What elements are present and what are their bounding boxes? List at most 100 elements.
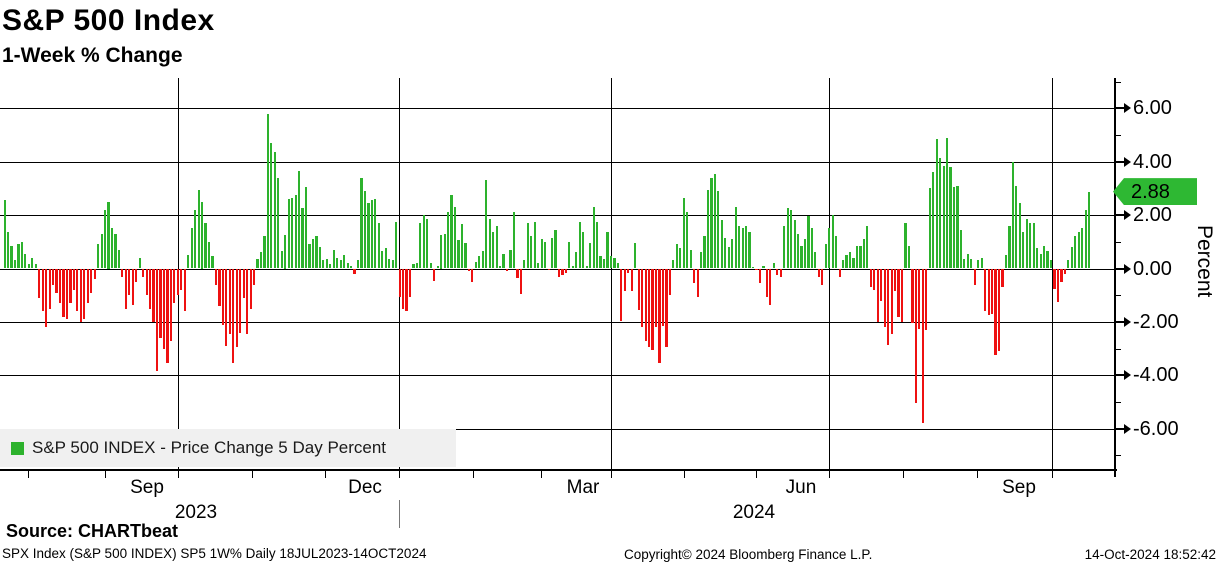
y-tick-minor xyxy=(1115,241,1121,243)
bar xyxy=(395,221,398,269)
y-tick-minor xyxy=(1115,135,1121,136)
bar xyxy=(159,268,162,338)
bar xyxy=(745,225,748,269)
bar xyxy=(862,239,865,269)
page-title: S&P 500 Index xyxy=(2,4,215,37)
bar xyxy=(114,233,117,269)
bar xyxy=(388,259,391,269)
bar xyxy=(533,221,536,269)
bar xyxy=(457,240,460,269)
bar xyxy=(339,260,342,269)
bar xyxy=(717,191,720,269)
bar xyxy=(1060,268,1063,282)
bar xyxy=(897,268,900,317)
bar xyxy=(481,251,484,269)
bar xyxy=(124,268,127,309)
y-tick-minor xyxy=(1115,295,1121,297)
bar xyxy=(1004,255,1008,269)
bar xyxy=(848,252,852,269)
bar xyxy=(194,209,197,269)
x-tick xyxy=(473,471,474,478)
bar xyxy=(377,223,380,269)
bar xyxy=(62,268,65,317)
bar xyxy=(945,137,949,269)
y-tick-label: 0.00 xyxy=(1133,257,1172,280)
bar xyxy=(765,268,768,297)
y-tick-major xyxy=(1115,214,1124,217)
bar xyxy=(201,201,204,269)
bar xyxy=(738,225,741,269)
bar xyxy=(252,268,256,285)
bar xyxy=(748,232,751,269)
bar xyxy=(277,177,280,269)
bar xyxy=(855,245,859,269)
bar xyxy=(128,268,131,296)
bar xyxy=(835,236,838,269)
bar xyxy=(734,207,737,269)
bar xyxy=(436,265,439,269)
bar xyxy=(239,268,242,333)
x-tick xyxy=(977,471,978,478)
y-tick-arrow-icon xyxy=(1124,316,1131,327)
last-value-badge: 2.88 xyxy=(1113,178,1197,206)
bar xyxy=(291,197,294,269)
bar xyxy=(980,257,983,269)
x-tick xyxy=(611,471,612,478)
bar xyxy=(1053,268,1056,289)
bar xyxy=(440,235,443,269)
last-value-badge-shape xyxy=(1113,178,1197,206)
bar xyxy=(623,268,626,292)
bar xyxy=(197,189,200,269)
bar xyxy=(776,268,779,276)
bar xyxy=(561,268,564,276)
bar xyxy=(557,268,561,277)
bar xyxy=(1074,236,1077,269)
y-tick-label: -4.00 xyxy=(1133,364,1179,387)
bar xyxy=(1036,248,1039,269)
y-tick-label: -6.00 xyxy=(1133,417,1179,440)
bar xyxy=(606,232,609,269)
v-gridline xyxy=(1052,78,1053,470)
bar xyxy=(519,268,522,294)
bar xyxy=(596,221,599,269)
bar xyxy=(641,268,644,328)
bar xyxy=(45,268,48,328)
bar xyxy=(20,241,23,269)
x-tick xyxy=(829,471,830,478)
bar xyxy=(72,268,75,290)
bar xyxy=(505,268,509,272)
bar xyxy=(350,265,353,269)
bar xyxy=(485,180,488,269)
bar xyxy=(294,195,297,269)
footer-ticker-info: SPX Index (S&P 500 INDEX) SP5 1W% Daily … xyxy=(2,546,427,561)
legend-label: S&P 500 INDEX - Price Change 5 Day Perce… xyxy=(32,438,387,457)
bar xyxy=(298,171,301,269)
bar xyxy=(682,197,685,269)
bar xyxy=(786,208,789,269)
bar xyxy=(443,233,446,269)
bar xyxy=(672,260,675,269)
bar xyxy=(131,268,134,305)
bar xyxy=(550,237,554,269)
bar xyxy=(287,199,290,269)
bar xyxy=(703,236,706,269)
bar xyxy=(544,241,547,269)
bar xyxy=(589,243,592,269)
bar xyxy=(353,268,356,274)
bar xyxy=(27,264,30,269)
y-tick-minor xyxy=(1115,348,1121,350)
bar xyxy=(637,268,640,310)
y-tick-label: 6.00 xyxy=(1133,97,1172,120)
bar xyxy=(842,260,845,269)
bar xyxy=(900,268,904,322)
bar xyxy=(973,268,976,285)
bar xyxy=(616,263,619,269)
y-tick-major xyxy=(1115,160,1124,163)
legend-swatch-icon xyxy=(11,441,24,455)
bar xyxy=(284,235,287,269)
v-gridline xyxy=(829,78,830,470)
bar xyxy=(474,261,477,269)
bar xyxy=(665,268,668,348)
bar xyxy=(956,185,959,269)
